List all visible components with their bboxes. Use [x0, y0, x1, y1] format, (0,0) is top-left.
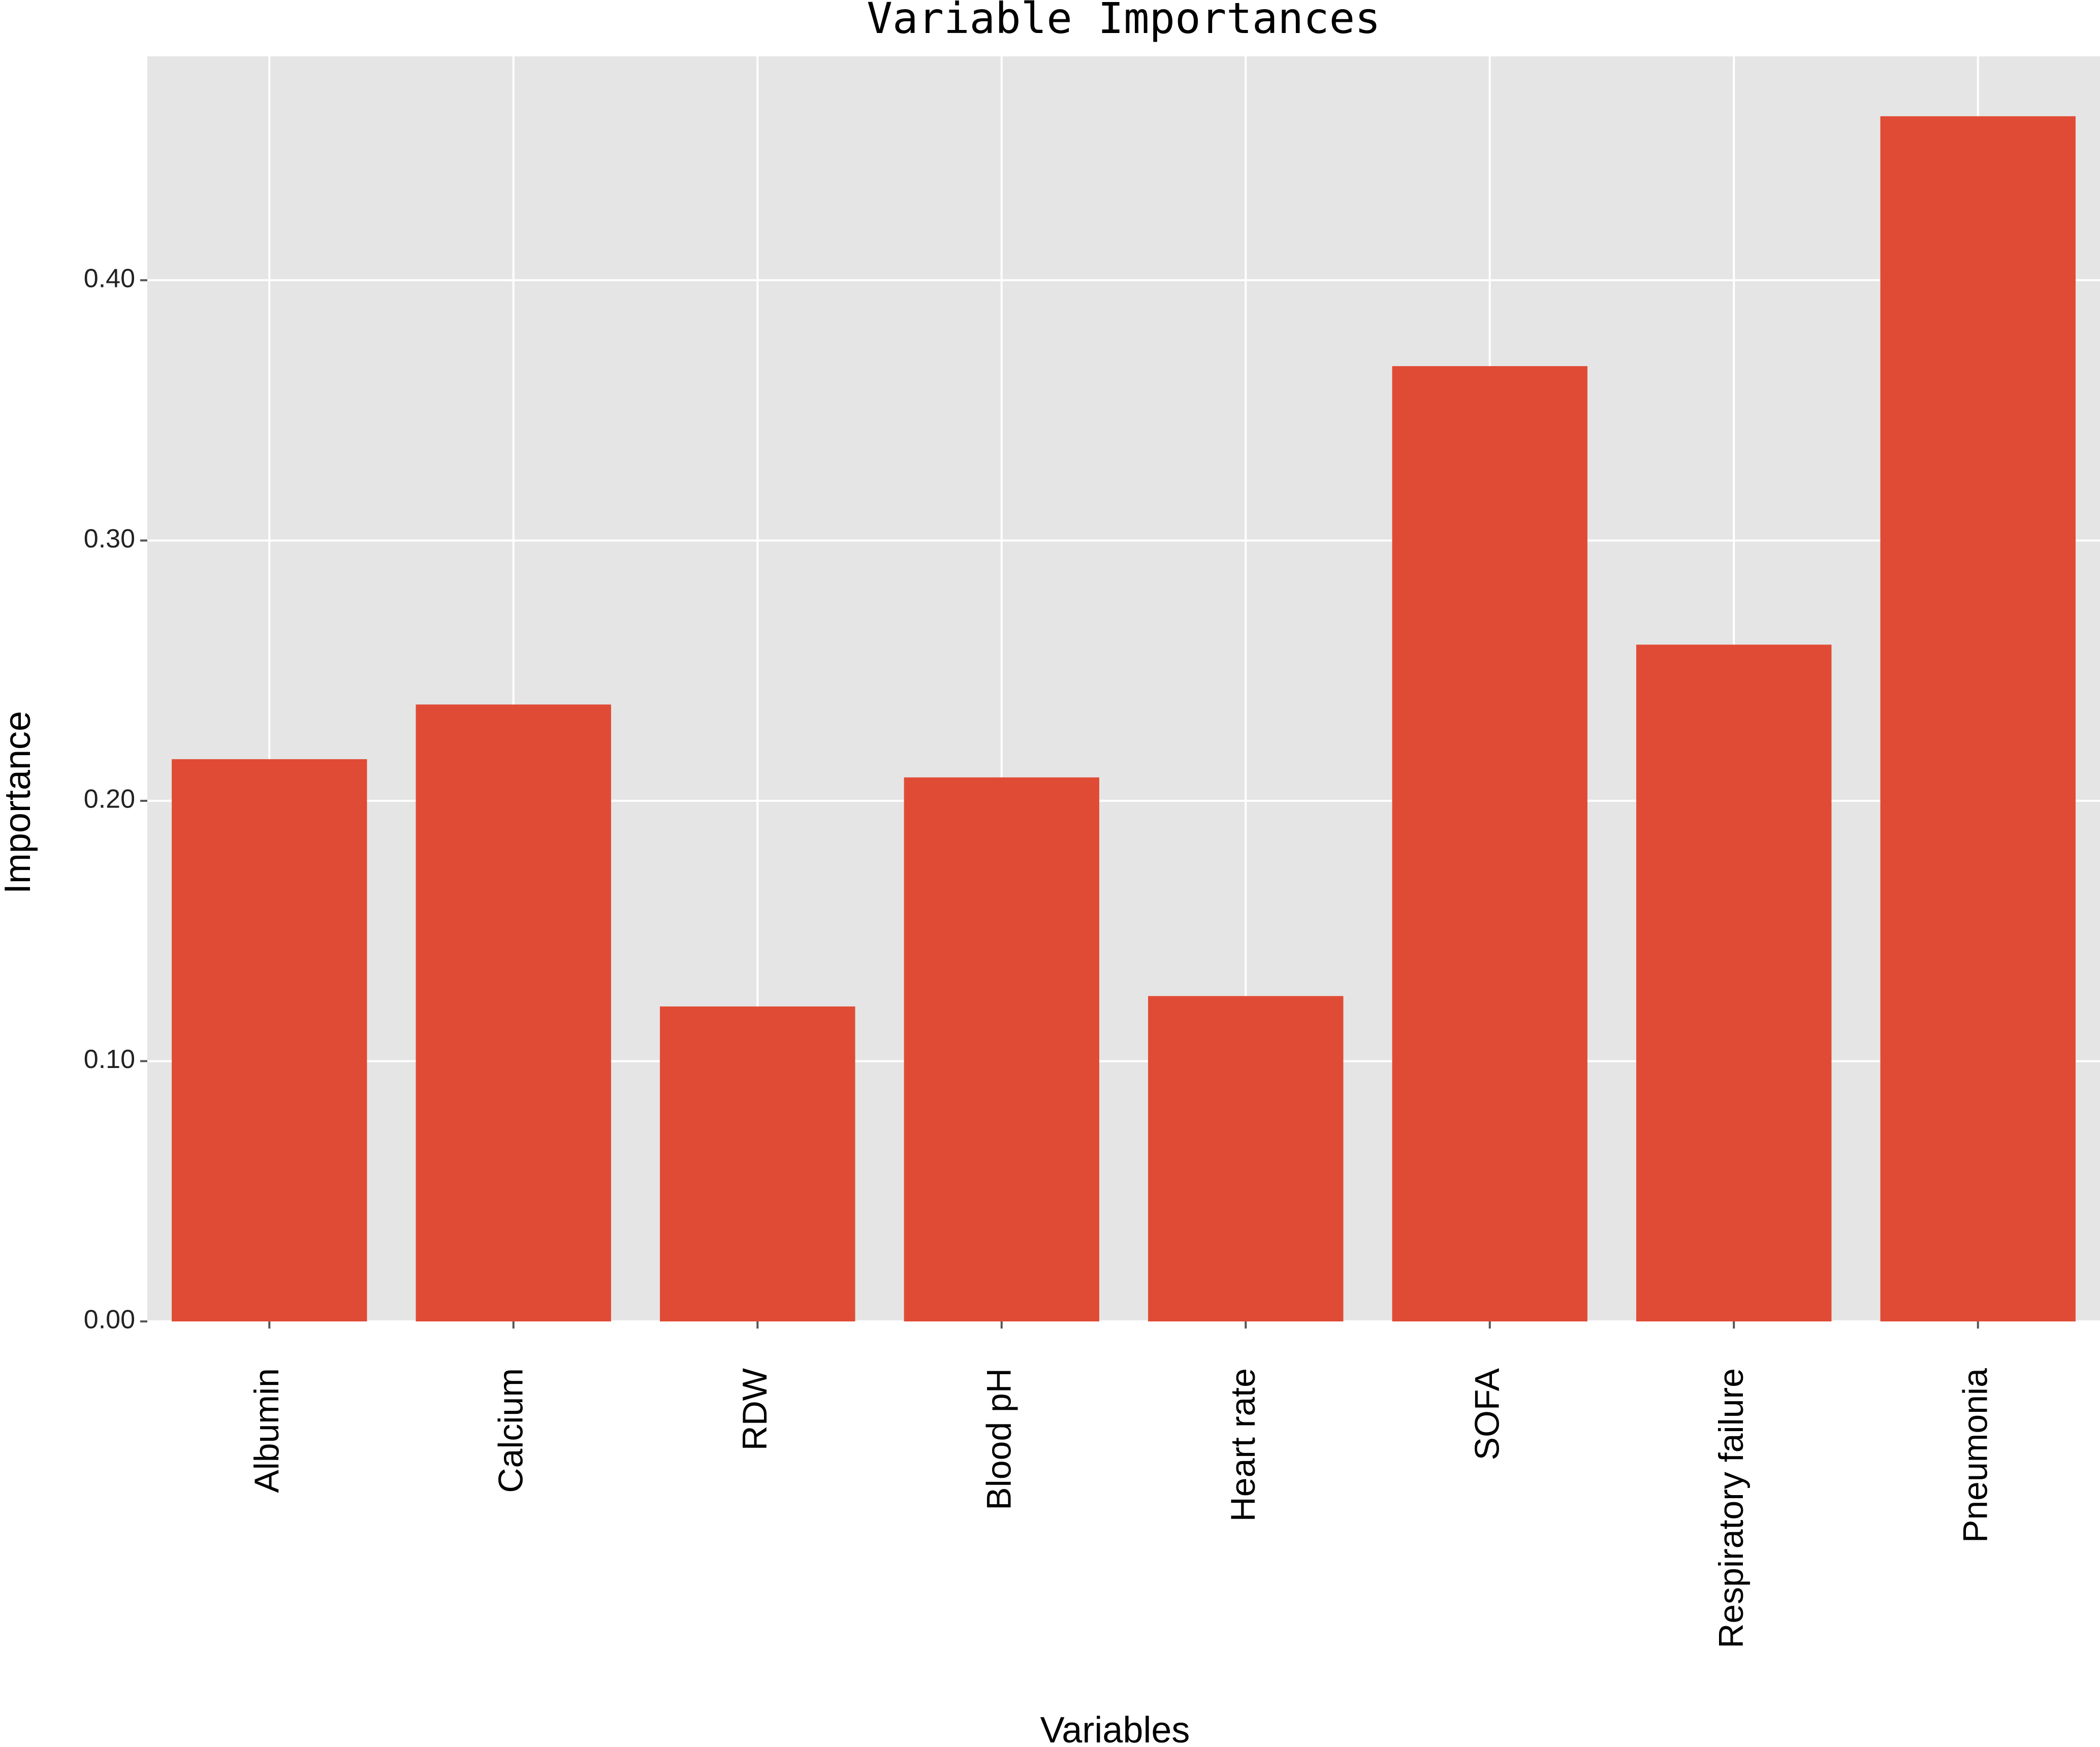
- x-tick-label: Respiratory failure: [1712, 1368, 1751, 1648]
- y-tick-label: 0.30: [84, 524, 135, 554]
- bar: [1880, 116, 2076, 1322]
- bar: [660, 1006, 855, 1321]
- y-axis-title: Importance: [0, 711, 38, 894]
- x-tick-label: Pneumonia: [1956, 1368, 1995, 1543]
- bar: [904, 777, 1099, 1321]
- x-tick-label: Calcium: [492, 1368, 530, 1493]
- x-tick-label: Blood pH: [980, 1368, 1019, 1510]
- x-tick-label: RDW: [736, 1368, 774, 1450]
- bar: [172, 759, 367, 1321]
- x-axis-title: Variables: [1040, 1710, 1190, 1747]
- bar: [1148, 996, 1344, 1321]
- y-tick-label: 0.10: [84, 1045, 135, 1074]
- x-tick-label: Albumin: [247, 1368, 286, 1493]
- bar: [416, 704, 611, 1321]
- y-tick-label: 0.40: [84, 264, 135, 294]
- bar: [1636, 644, 1832, 1321]
- chart-title: Variable Importances: [867, 0, 1380, 43]
- y-tick-label: 0.00: [84, 1305, 135, 1335]
- y-tick-label: 0.20: [84, 785, 135, 814]
- x-tick-label: SOFA: [1468, 1368, 1507, 1460]
- bar: [1392, 366, 1587, 1321]
- x-tick-label: Heart rate: [1224, 1368, 1262, 1522]
